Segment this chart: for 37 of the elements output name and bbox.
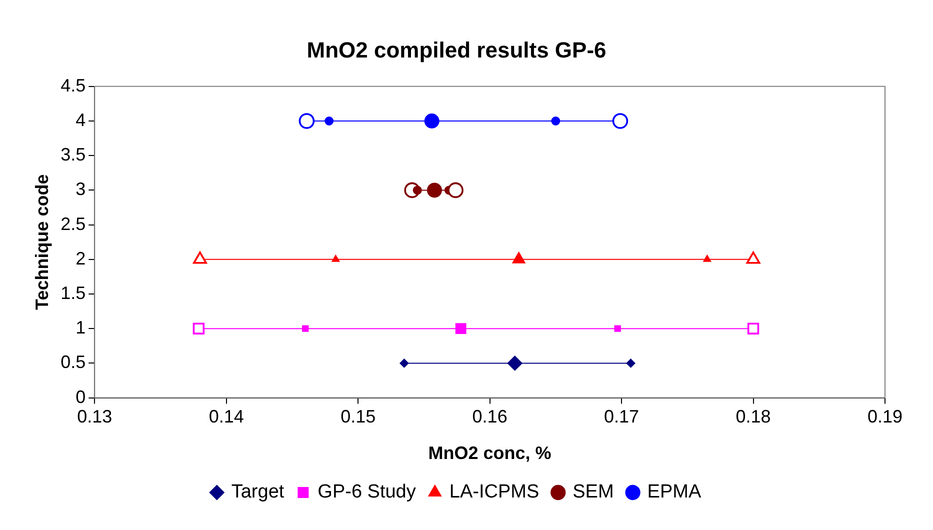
point <box>298 113 315 129</box>
y-axis-title: Technique code <box>32 174 52 310</box>
y-tick-label: 4.5 <box>60 75 86 96</box>
y-tick-label: 4 <box>76 110 86 130</box>
point <box>626 358 636 368</box>
x-tick-label: 0.18 <box>736 406 771 427</box>
point <box>332 254 340 262</box>
y-tick-label: 3.5 <box>60 144 86 165</box>
y-tick-label: 2.5 <box>60 214 86 234</box>
y-tick-label: 1 <box>76 318 86 338</box>
legend-label: LA-ICPMS <box>449 482 540 503</box>
x-tick-label: 0.17 <box>604 406 640 427</box>
legend-label: SEM <box>572 482 614 503</box>
legend-label: GP-6 Study <box>318 482 416 503</box>
x-tick-label: 0.13 <box>77 406 112 427</box>
point <box>448 182 464 198</box>
point <box>455 323 466 334</box>
point <box>424 114 440 128</box>
point <box>426 182 442 198</box>
point <box>612 113 628 129</box>
point <box>400 358 409 368</box>
y-tick-label: 0 <box>76 386 86 407</box>
y-tick-label: 0.5 <box>60 352 86 372</box>
chart-title: MnO2 compiled results GP-6 <box>306 37 606 62</box>
x-tick-label: 0.19 <box>867 406 903 427</box>
y-tick-label: 2 <box>76 248 86 268</box>
legend-label: Target <box>231 482 285 503</box>
point <box>192 322 205 334</box>
x-axis-title: MnO2 conc, % <box>428 443 552 464</box>
x-tick-label: 0.15 <box>340 406 376 427</box>
x-tick-label: 0.14 <box>208 406 244 427</box>
y-tick-label: 1.5 <box>60 282 86 303</box>
legend-label: EPMA <box>647 482 702 503</box>
x-tick-label: 0.16 <box>472 406 508 427</box>
point <box>703 254 712 262</box>
y-tick-label: 3 <box>76 179 86 200</box>
point <box>747 322 760 334</box>
